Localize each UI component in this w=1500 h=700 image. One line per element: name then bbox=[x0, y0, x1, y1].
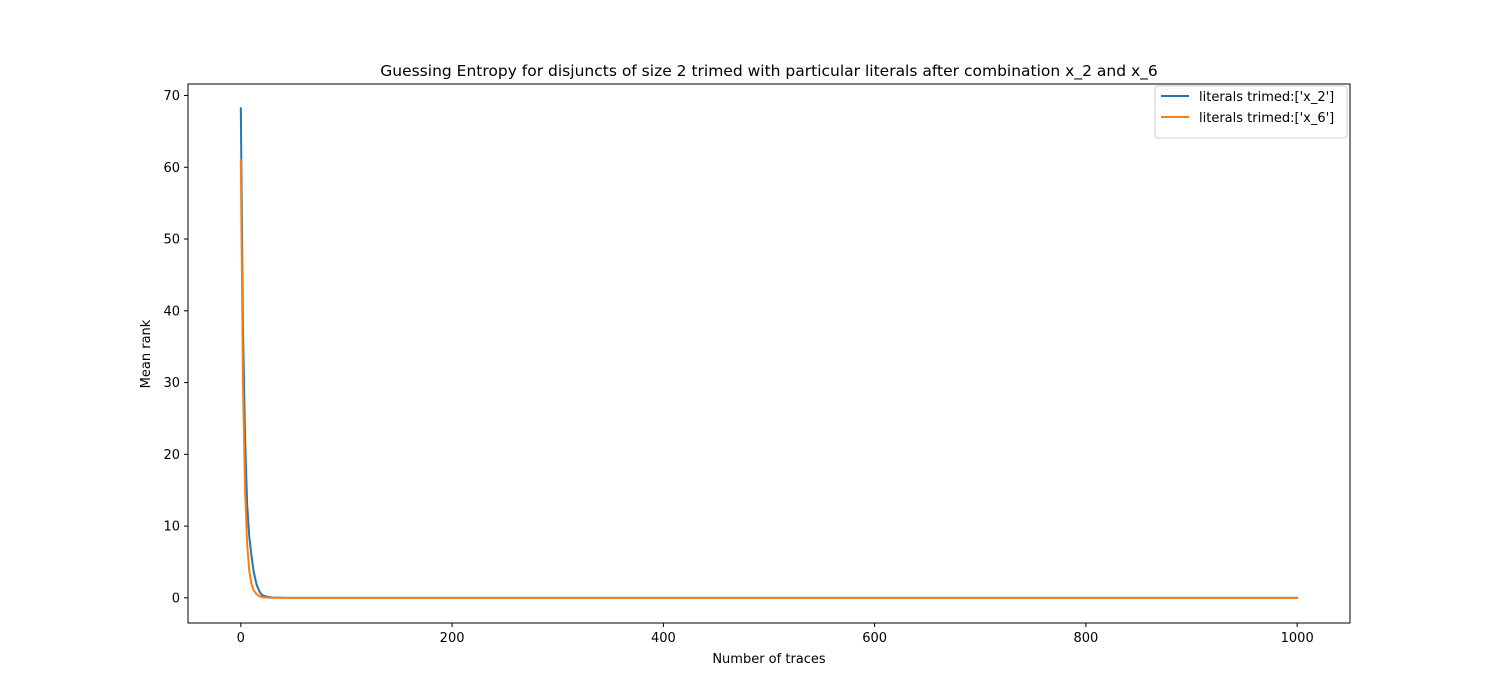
y-tick-label: 70 bbox=[163, 89, 180, 104]
legend-box bbox=[1154, 85, 1348, 139]
x-tick-label: 400 bbox=[651, 631, 676, 646]
y-tick-label: 60 bbox=[163, 161, 180, 176]
series-line-2 bbox=[239, 159, 1299, 599]
y-tick-label: 30 bbox=[163, 376, 180, 391]
y-tick-label: 40 bbox=[163, 304, 180, 319]
x-tick-label: 1000 bbox=[1281, 631, 1314, 646]
legend-label: literals trimed:['x_6'] bbox=[1199, 111, 1334, 126]
x-tick-label: 0 bbox=[237, 631, 245, 646]
y-tick-label: 10 bbox=[163, 520, 180, 535]
x-axis: 0 200 400 600 800 1000 bbox=[237, 623, 1314, 646]
chart-title: Guessing Entropy for disjuncts of size 2… bbox=[380, 62, 1158, 81]
plot-frame bbox=[187, 83, 1351, 624]
x-tick-label: 200 bbox=[440, 631, 465, 646]
y-tick-label: 20 bbox=[163, 448, 180, 463]
y-tick-label: 0 bbox=[172, 591, 180, 606]
x-tick-label: 600 bbox=[862, 631, 887, 646]
series-layer bbox=[239, 107, 1299, 599]
legend: literals trimed:['x_2'] literals trimed:[… bbox=[1154, 85, 1348, 139]
y-axis: 0 10 20 30 40 50 60 70 bbox=[163, 89, 188, 606]
y-tick-label: 50 bbox=[163, 233, 180, 248]
x-tick-label: 800 bbox=[1073, 631, 1098, 646]
plot-area bbox=[187, 83, 1351, 624]
x-axis-label: Number of traces bbox=[712, 652, 826, 667]
legend-label: literals trimed:['x_2'] bbox=[1199, 90, 1334, 105]
y-axis-label: Mean rank bbox=[139, 319, 154, 388]
